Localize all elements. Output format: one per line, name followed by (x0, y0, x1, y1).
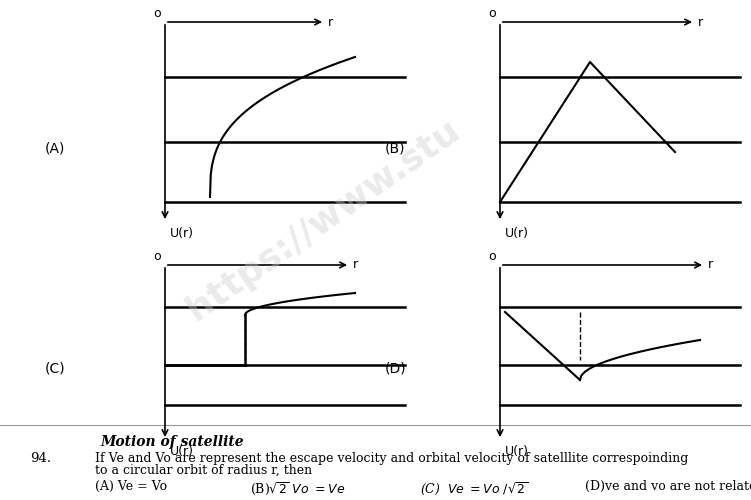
Text: r: r (353, 258, 358, 272)
Text: (A) Ve = Vo: (A) Ve = Vo (95, 480, 167, 493)
Text: o: o (153, 250, 161, 263)
Text: r: r (328, 16, 333, 28)
Text: r: r (708, 258, 713, 272)
Text: (B): (B) (385, 141, 406, 155)
Text: 94.: 94. (30, 452, 51, 465)
Text: o: o (153, 7, 161, 20)
Text: Motion of satellite: Motion of satellite (100, 435, 243, 449)
Text: o: o (488, 7, 496, 20)
Text: https://www.stu: https://www.stu (180, 113, 466, 327)
Text: (D)ve and vo are not related: (D)ve and vo are not related (585, 480, 751, 493)
Text: r: r (698, 16, 703, 28)
Text: (A): (A) (45, 141, 65, 155)
Text: (C): (C) (45, 361, 65, 375)
Text: o: o (488, 250, 496, 263)
Text: to a circular orbit of radius r, then: to a circular orbit of radius r, then (95, 464, 312, 477)
Text: If Ve and Vo are represent the escape velocity and orbital velocity of satelllit: If Ve and Vo are represent the escape ve… (95, 452, 689, 465)
Text: (B)$\sqrt{2}$ $Vo$ $=Ve$: (B)$\sqrt{2}$ $Vo$ $=Ve$ (250, 480, 345, 497)
Text: U(r): U(r) (505, 445, 529, 458)
Text: U(r): U(r) (170, 227, 194, 240)
Text: (D): (D) (385, 361, 406, 375)
Text: U(r): U(r) (170, 445, 194, 458)
Text: U(r): U(r) (505, 227, 529, 240)
Text: (C)  $Ve$ $=Vo$ $/\sqrt{2}$: (C) $Ve$ $=Vo$ $/\sqrt{2}$ (420, 480, 528, 497)
